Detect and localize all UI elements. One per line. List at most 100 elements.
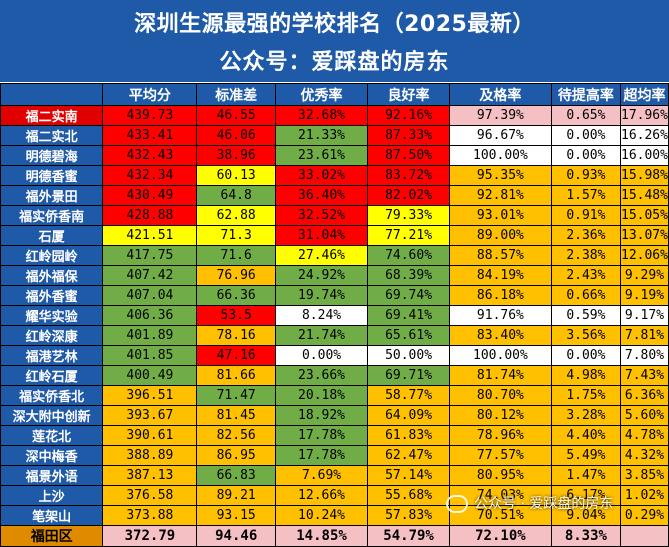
table-cell: 0.59% [550,305,621,326]
table-cell: 70.51% [449,505,552,526]
table-cell: 4.98% [550,365,621,386]
school-name: 耀华实验 [0,305,104,326]
school-name: 深中梅香 [0,445,104,466]
table-cell: 6.36% [619,385,669,406]
table-cell: 12.06% [619,245,669,266]
table-cell: 19.74% [274,285,369,306]
table-cell: 92.81% [449,185,552,206]
table-row: 福实侨香南 428.88 62.88 32.52% 79.33% 93.01% 0.91% 1… [0,205,669,226]
table-cell: 82.56 [196,425,276,446]
table-cell: 64.09% [367,405,451,426]
table-cell: 15.48% [619,185,669,206]
table-cell: 81.74% [449,365,552,386]
table-cell: 0.66% [550,285,621,306]
table-cell: 71.6 [196,245,276,266]
table-row: 耀华实验 406.36 53.5 8.24% 69.41% 91.76% 0.59% 9.17… [0,305,669,326]
table-cell: 58.77% [367,385,451,406]
table-cell: 387.13 [102,465,198,486]
table-cell: 97.39% [449,105,552,126]
table-cell: 9.19% [619,285,669,306]
column-header: 优秀率 [274,83,369,106]
table-cell: 2.43% [550,265,621,286]
table-cell: 417.75 [102,245,198,266]
table-cell: 5.60% [619,405,669,426]
table-cell: 5.49% [550,445,621,466]
table-row: 福外景田 430.49 64.8 36.40% 82.02% 92.81% 1.57% 15.… [0,185,669,206]
table-cell: 390.61 [102,425,198,446]
table-cell: 66.36 [196,285,276,306]
table-cell: 1.47% [550,465,621,486]
school-name: 福景外语 [0,465,104,486]
table-cell: 432.43 [102,145,198,166]
table-cell: 432.34 [102,165,198,186]
table-cell: 1.57% [550,185,621,206]
table-cell: 23.66% [274,365,369,386]
table-cell: 4.78% [619,425,669,446]
table-cell: 89.00% [449,225,552,246]
page-header: 深圳生源最强的学校排名（2025最新） 公众号：爱踩盘的房东 [0,0,669,82]
table-cell: 78.96% [449,425,552,446]
table-cell: 407.42 [102,265,198,286]
table-cell: 24.92% [274,265,369,286]
table-cell: 17.78% [274,445,369,466]
table-header-row: 平均分 标准差 优秀率 良好率 及格率 待提高率 超均率 [0,83,669,106]
table-cell: 77.21% [367,225,451,246]
table-cell: 65.61% [367,325,451,346]
school-name: 笔架山 [0,505,104,526]
school-name: 石厦 [0,225,104,246]
table-cell: 430.49 [102,185,198,206]
table-cell: 71.3 [196,225,276,246]
column-header: 待提高率 [550,83,621,106]
table-cell: 93.01% [449,205,552,226]
table-row: 红岭石厦 400.49 81.66 23.66% 69.71% 81.74% 4.98% 7.… [0,365,669,386]
table-cell: 86.18% [449,285,552,306]
table-cell: 17.96% [619,105,669,126]
table-cell: 36.40% [274,185,369,206]
school-name: 红岭园岭 [0,245,104,266]
table-cell: 388.89 [102,445,198,466]
table-cell: 46.06 [196,125,276,146]
table-cell: 21.33% [274,125,369,146]
table-cell: 69.41% [367,305,451,326]
table-cell: 64.8 [196,185,276,206]
table-row: 深中梅香 388.89 86.95 17.78% 62.47% 77.57% 5.49% 4.… [0,445,669,466]
page-title: 深圳生源最强的学校排名（2025最新） [134,12,535,37]
table-cell: 439.73 [102,105,198,126]
school-name: 红岭石厦 [0,365,104,386]
table-cell: 372.79 [102,525,198,547]
school-name: 福实侨香北 [0,385,104,406]
column-header: 标准差 [196,83,276,106]
table-cell: 80.95% [449,465,552,486]
table-cell: 38.96 [196,145,276,166]
table-cell: 7.69% [274,465,369,486]
table-cell: 6.17% [550,485,621,506]
table-cell: 21.74% [274,325,369,346]
table-cell: 54.79% [367,525,451,547]
table-cell: 47.16 [196,345,276,366]
table-cell: 60.13 [196,165,276,186]
column-header: 平均分 [102,83,198,106]
table-cell: 74.03% [449,485,552,506]
table-cell: 69.74% [367,285,451,306]
table-row: 福景外语 387.13 66.83 7.69% 57.14% 80.95% 1.47% 3.8… [0,465,669,486]
table-cell: 0.93% [550,165,621,186]
table-cell: 407.04 [102,285,198,306]
table-cell: 89.21 [196,485,276,506]
table-row: 笔架山 373.88 93.15 10.24% 57.83% 70.51% 9.04% 0.2… [0,505,669,526]
table-cell: 23.61% [274,145,369,166]
school-name: 福港艺林 [0,345,104,366]
table-cell: 4.40% [550,425,621,446]
district-name: 福田区 [0,525,104,547]
column-header: 超均率 [619,83,669,106]
table-cell: 96.67% [449,125,552,146]
table-cell: 62.88 [196,205,276,226]
table-cell: 83.72% [367,165,451,186]
table-cell: 77.57% [449,445,552,466]
table-cell: 62.47% [367,445,451,466]
table-cell: 76.96 [196,265,276,286]
table-cell: 401.89 [102,325,198,346]
table-cell: 0.29% [619,505,669,526]
table-row: 福实侨香北 396.51 71.47 20.18% 58.77% 80.70% 1.75% 6… [0,385,669,406]
table-cell: 15.05% [619,205,669,226]
table-cell: 10.24% [274,505,369,526]
